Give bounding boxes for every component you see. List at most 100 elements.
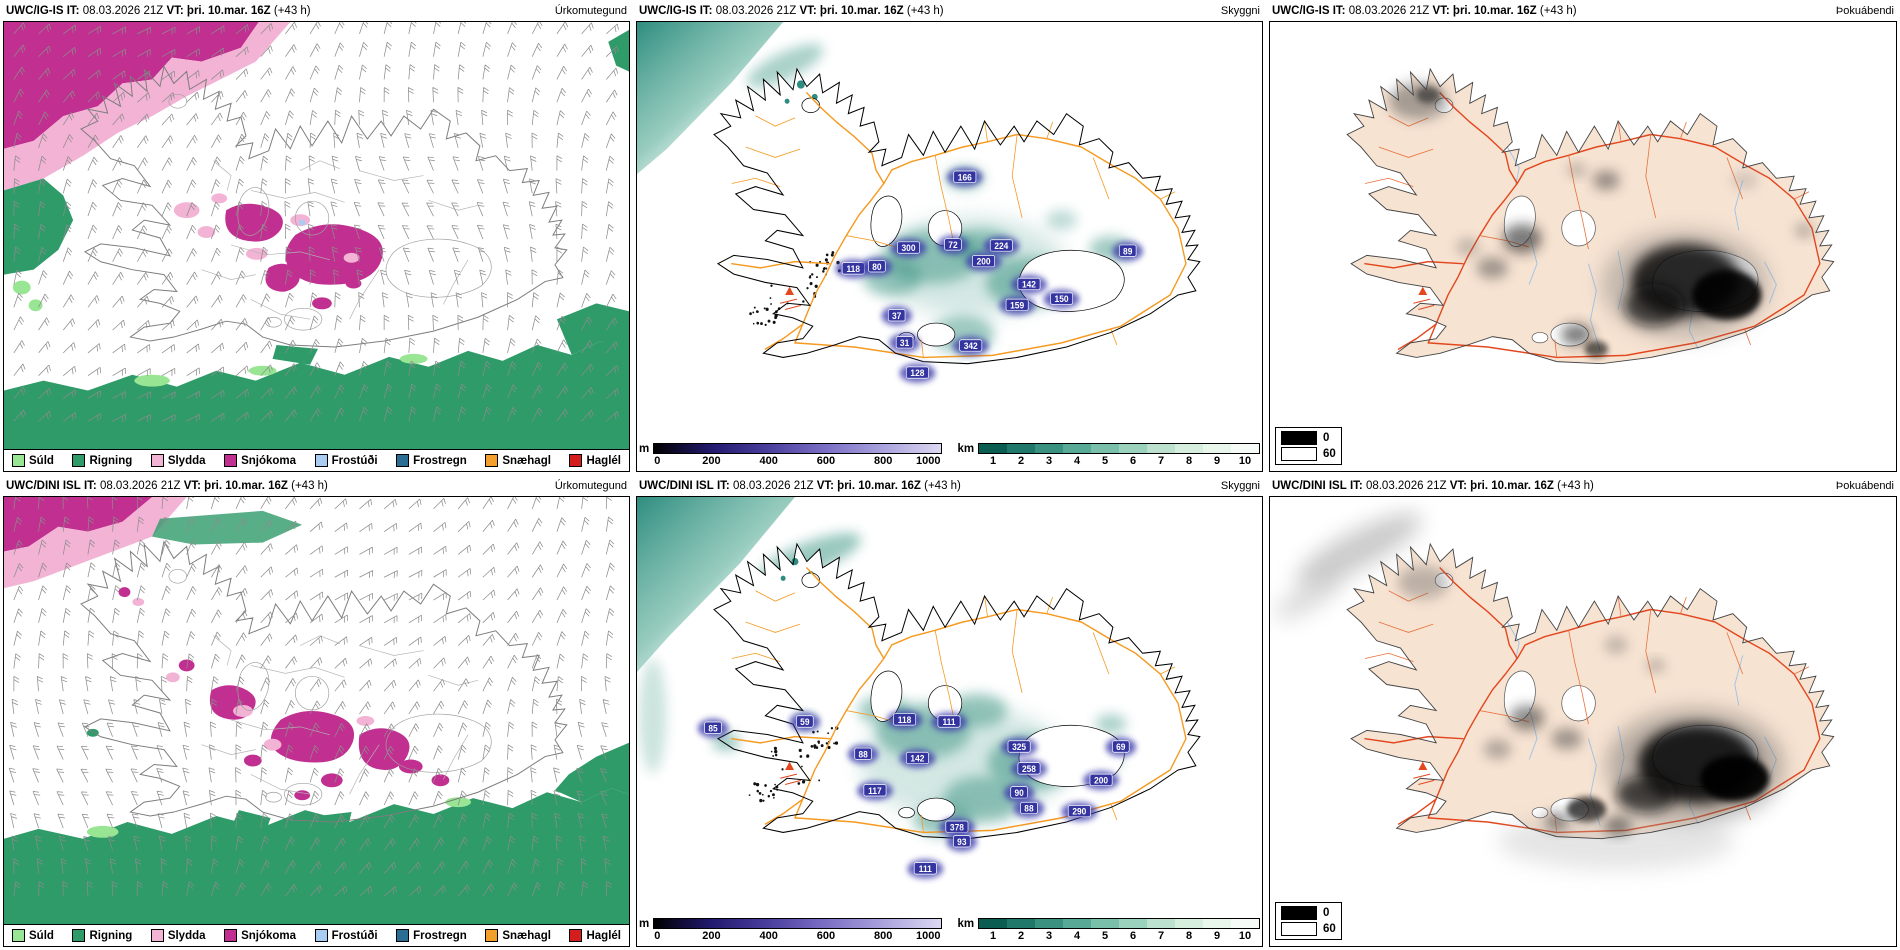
speckle-dot bbox=[773, 796, 775, 799]
speckle-dot bbox=[797, 782, 801, 785]
legend-label: Snæhagl bbox=[502, 454, 551, 467]
value-label: 69 bbox=[1116, 742, 1126, 752]
value-label: 378 bbox=[950, 822, 964, 832]
speckle-dot bbox=[765, 307, 769, 311]
legend-swatch bbox=[569, 929, 583, 942]
legend-swatch bbox=[12, 929, 25, 942]
speckle-dot bbox=[801, 780, 806, 784]
it-value: 08.03.2026 21Z bbox=[1365, 479, 1447, 492]
speckle-dot bbox=[758, 791, 762, 795]
speckle-dot bbox=[749, 312, 752, 316]
legend-swatch bbox=[569, 454, 583, 467]
value-label: 200 bbox=[977, 257, 991, 267]
value-label: 342 bbox=[964, 341, 978, 351]
wind-barbs bbox=[13, 22, 619, 423]
legend-item-7: Haglél bbox=[569, 929, 621, 942]
value-label: 142 bbox=[1022, 279, 1036, 289]
legend-swatch bbox=[485, 929, 499, 942]
value-label-box bbox=[959, 339, 983, 352]
speckle-dot bbox=[798, 748, 802, 753]
speckle-dot bbox=[801, 765, 803, 768]
value-label-box bbox=[989, 239, 1013, 252]
speckle-dot bbox=[825, 267, 828, 270]
speckle-dot bbox=[769, 297, 772, 299]
value-label: 258 bbox=[1022, 764, 1036, 774]
legend-label: Frostregn bbox=[413, 454, 467, 467]
lead-time: (+43 h) bbox=[1557, 479, 1594, 492]
legend-swatch bbox=[485, 454, 499, 467]
run-info: UWC/IG-IS IT: 08.03.2026 21Z VT: þri. 10… bbox=[639, 5, 944, 17]
speckle-dot bbox=[770, 284, 773, 287]
fog-map bbox=[1270, 497, 1835, 946]
value-label: 88 bbox=[858, 749, 868, 759]
vt-label: VT: bbox=[1432, 4, 1450, 17]
value-label: 80 bbox=[872, 262, 882, 272]
speckle-dot bbox=[827, 732, 830, 735]
speckle-dot bbox=[770, 750, 773, 753]
fog-legend-row: 0 bbox=[1281, 431, 1336, 445]
model-name: UWC/DINI ISL bbox=[6, 479, 81, 492]
value-label-box bbox=[953, 170, 977, 183]
speckle-dot bbox=[764, 784, 767, 787]
speckle-dot bbox=[830, 253, 834, 257]
value-label-box bbox=[1017, 277, 1041, 291]
value-label-box bbox=[945, 820, 969, 833]
value-label: 93 bbox=[957, 837, 967, 847]
legend-item-6: Snæhagl bbox=[485, 454, 551, 467]
legend-item-3: Snjókoma bbox=[224, 454, 296, 467]
value-label-box bbox=[854, 747, 872, 760]
speckle-dot bbox=[772, 793, 775, 797]
speckle-dot bbox=[756, 321, 760, 325]
speckle-dot bbox=[799, 755, 803, 758]
value-label-box bbox=[1067, 804, 1091, 818]
speckle-dot bbox=[763, 307, 766, 310]
speckle-dot bbox=[811, 273, 814, 276]
map-area: Súld Rigning Slydda Snjókoma Frostúði Frostre… bbox=[3, 21, 630, 472]
vt-label: VT: bbox=[166, 4, 184, 17]
value-label: 111 bbox=[919, 864, 932, 874]
legend-label: Snjókoma bbox=[241, 929, 297, 942]
value-label: 118 bbox=[898, 715, 912, 725]
fog-swatch-black bbox=[1281, 906, 1317, 920]
legend-label: Frostúði bbox=[331, 929, 378, 942]
model-name: UWC/DINI ISL bbox=[639, 479, 714, 492]
value-label: 200 bbox=[1094, 775, 1108, 785]
legend-item-2: Slydda bbox=[150, 454, 206, 467]
value-label: 59 bbox=[800, 717, 810, 727]
value-label: 150 bbox=[1055, 294, 1069, 304]
speckle-dot bbox=[764, 323, 767, 326]
speckle-dot bbox=[806, 287, 809, 290]
value-label: 90 bbox=[1014, 788, 1024, 798]
it-value: 08.03.2026 21Z bbox=[82, 4, 164, 17]
panel-header: UWC/IG-IS IT: 08.03.2026 21Z VT: þri. 10… bbox=[633, 0, 1266, 21]
fog-map bbox=[1346, 68, 1835, 365]
speckle-dot bbox=[769, 789, 773, 793]
speckle-dot bbox=[767, 794, 771, 798]
value-label: 166 bbox=[958, 172, 972, 182]
value-label-box bbox=[905, 366, 929, 379]
speckle-dot bbox=[827, 745, 831, 750]
vt-value: þri. 10.mar. 16Z bbox=[837, 479, 921, 492]
model-name: UWC/DINI ISL bbox=[1272, 479, 1347, 492]
legend-label: Frostregn bbox=[413, 929, 467, 942]
speckle-dot bbox=[812, 730, 815, 734]
value-label: 89 bbox=[1123, 246, 1133, 256]
value-label: 118 bbox=[846, 264, 860, 274]
speckle-dot bbox=[820, 744, 824, 748]
value-label-box bbox=[897, 241, 920, 254]
legend-item-0: Súld bbox=[12, 454, 54, 467]
speckle-dot bbox=[822, 270, 825, 273]
it-value: 08.03.2026 21Z bbox=[732, 479, 814, 492]
value-label: 300 bbox=[902, 243, 916, 253]
speckle-dot bbox=[831, 251, 835, 255]
it-label: IT: bbox=[83, 479, 97, 492]
value-label-box bbox=[913, 862, 937, 875]
speckle-dot bbox=[813, 744, 817, 748]
legend-swatch bbox=[314, 454, 328, 467]
legend-swatch bbox=[12, 454, 25, 467]
value-label: 111 bbox=[942, 717, 955, 727]
vt-value: þri. 10.mar. 16Z bbox=[819, 4, 904, 17]
precipitation-areas bbox=[4, 22, 629, 449]
